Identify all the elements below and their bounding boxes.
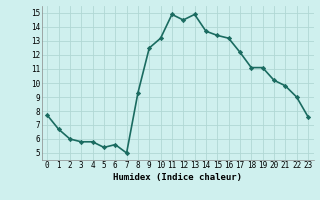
X-axis label: Humidex (Indice chaleur): Humidex (Indice chaleur) xyxy=(113,173,242,182)
